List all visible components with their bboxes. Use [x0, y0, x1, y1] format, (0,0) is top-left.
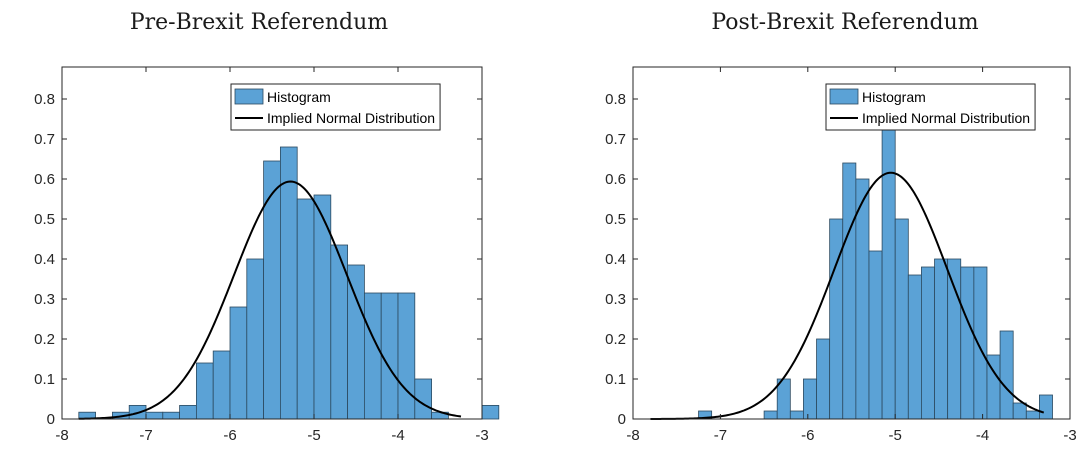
left-histogram-bar [363, 292, 382, 420]
right-axes: -8 -7 -6 -5 -4 -3 0 0.1 0.2 0.3 0.4 0.5 0.6 0.7 0.8 [605, 66, 1077, 444]
left-legend: Histogram Implied Normal Distribution [230, 83, 441, 131]
left-histogram-bar [179, 404, 197, 420]
left-y-tick-label: 0.6 [34, 171, 55, 188]
right-chart-title: Post-Brexit Referendum [711, 10, 978, 35]
right-chart-panel: Post-Brexit Referendum -8 -7 -6 -5 -4 -3 0 0.1 0… [605, 10, 1077, 444]
left-x-tick-label: -4 [391, 427, 404, 444]
left-histogram-bar [145, 411, 164, 420]
left-histogram-bar [229, 306, 248, 420]
left-legend-histogram-label: Histogram [267, 89, 331, 105]
left-histogram-bars [78, 146, 500, 420]
left-x-tick-label: -7 [139, 427, 152, 444]
left-y-tick-label: 0.2 [34, 331, 55, 348]
left-axes: -8 -7 -6 -5 -4 -3 0 0.1 0.2 0.3 0.4 0.5 0.6 0.7 0.8 [34, 66, 489, 444]
right-legend-normal-label: Implied Normal Distribution [862, 110, 1030, 126]
right-histogram-bar [1025, 410, 1040, 420]
right-y-tick-label: 0.8 [605, 91, 626, 108]
left-normal-curve-group [78, 180, 462, 420]
right-y-tick-label: 0.7 [605, 131, 626, 148]
left-normal-curve [78, 180, 462, 420]
right-histogram-bar [973, 266, 988, 420]
right-y-tick-label: 0.6 [605, 171, 626, 188]
left-x-tick-label: -6 [223, 427, 236, 444]
right-y-tick-label: 0.2 [605, 331, 626, 348]
right-histogram-bar [894, 218, 909, 420]
right-legend-histogram-label: Histogram [862, 89, 926, 105]
right-y-tick-label: 0.4 [605, 251, 626, 268]
right-normal-curve-group [650, 171, 1045, 420]
left-y-tick-label: 0.7 [34, 131, 55, 148]
right-x-tick-label: -4 [976, 427, 989, 444]
right-normal-curve [650, 171, 1045, 420]
right-histogram-bar [868, 250, 883, 420]
left-histogram-bar [162, 411, 181, 420]
right-histogram-bar [789, 410, 804, 420]
right-histogram-bar [1039, 394, 1053, 420]
left-histogram-bar [279, 146, 298, 420]
left-y-tick-label: 0 [47, 411, 55, 428]
right-y-tick-label: 0.3 [605, 291, 626, 308]
left-histogram-bar [263, 160, 281, 420]
right-histogram-bar [763, 410, 778, 420]
right-y-tick-label: 0.1 [605, 371, 626, 388]
left-y-tick-label: 0.1 [34, 371, 55, 388]
right-histogram-bar [829, 218, 844, 420]
right-histogram-bar [881, 114, 896, 420]
right-histogram-bar [960, 266, 975, 420]
right-histogram-bar [921, 266, 935, 420]
right-legend-box [825, 83, 1036, 131]
left-histogram-bar [481, 404, 500, 420]
right-histogram-bar [934, 258, 949, 420]
right-x-tick-label: -3 [1063, 427, 1076, 444]
right-x-tick-label: -7 [714, 427, 727, 444]
right-histogram-bar [816, 338, 831, 420]
right-x-tick-label: -5 [889, 427, 902, 444]
left-chart-panel: Pre-Brexit Referendum -8 -7 -6 -5 -4 -3 0 0.1 0.… [34, 10, 500, 444]
left-y-tick-label: 0.4 [34, 251, 55, 268]
left-y-tick-label: 0.5 [34, 211, 55, 228]
right-y-tick-label: 0.5 [605, 211, 626, 228]
right-histogram-bar [1012, 402, 1027, 420]
left-x-tick-label: -3 [475, 427, 488, 444]
left-legend-histogram-swatch [234, 88, 264, 105]
left-legend-box [230, 83, 441, 131]
right-axes-box [632, 66, 1071, 420]
right-histogram-bar [907, 274, 922, 420]
left-x-tick-label: -8 [55, 427, 68, 444]
left-histogram-bar [212, 350, 231, 420]
left-legend-normal-label: Implied Normal Distribution [267, 110, 435, 126]
left-histogram-bar [195, 362, 214, 420]
right-histogram-bar [803, 378, 817, 420]
right-histogram-bar [947, 258, 962, 420]
left-histogram-bar [246, 258, 265, 420]
right-histogram-bar [855, 178, 870, 420]
left-histogram-bar [347, 264, 365, 420]
left-chart-title: Pre-Brexit Referendum [130, 10, 388, 35]
right-y-tick-label: 0 [618, 411, 626, 428]
left-histogram-bar [296, 198, 315, 420]
right-histogram-bar [999, 330, 1014, 420]
right-x-tick-label: -6 [801, 427, 814, 444]
left-y-tick-label: 0.3 [34, 291, 55, 308]
left-axes-box [61, 66, 483, 420]
right-legend-histogram-swatch [829, 88, 859, 105]
right-x-tick-label: -8 [626, 427, 639, 444]
left-x-tick-label: -5 [307, 427, 320, 444]
right-legend: Histogram Implied Normal Distribution [825, 83, 1036, 131]
right-histogram-bars [698, 114, 1053, 420]
left-histogram-bar [397, 292, 416, 420]
left-y-tick-label: 0.8 [34, 91, 55, 108]
right-histogram-bar [842, 162, 857, 420]
left-histogram-bar [380, 292, 399, 420]
